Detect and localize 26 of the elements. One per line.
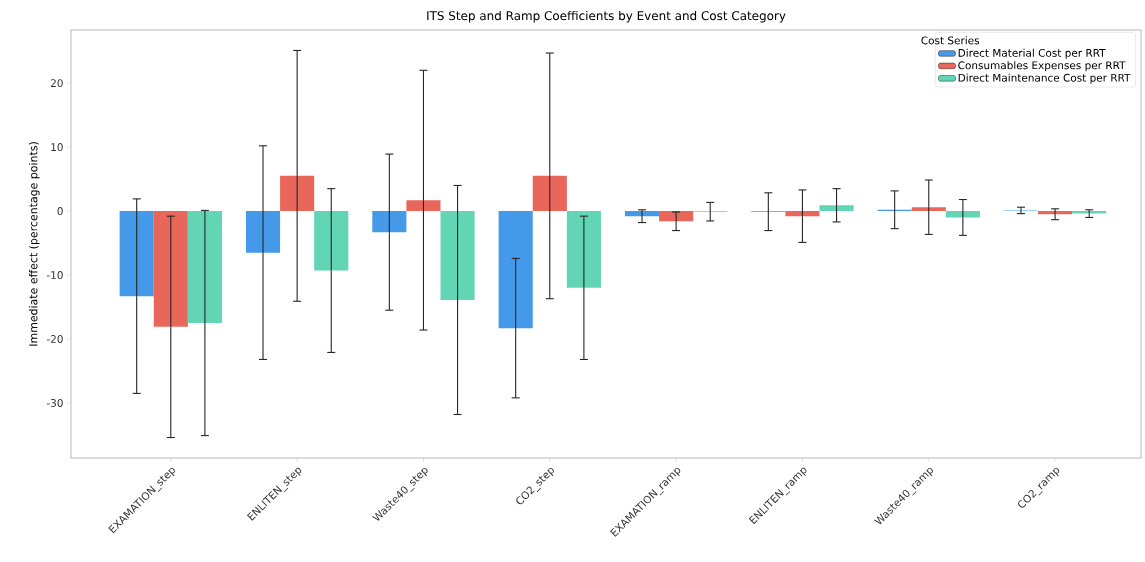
- y-tick-label: 10: [51, 143, 63, 152]
- bar: [406, 200, 441, 212]
- legend-label: Direct Maintenance Cost per RRT: [958, 73, 1131, 84]
- bar: [314, 211, 349, 271]
- chart-title: ITS Step and Ramp Coefficients by Event and Cost Category: [427, 10, 786, 23]
- bar: [785, 211, 820, 217]
- bar: [659, 211, 694, 222]
- bar: [911, 207, 946, 212]
- bar: [532, 175, 567, 212]
- y-tick-label: -10: [46, 271, 63, 279]
- y-axis-title: Immediate effect (percentage points): [28, 142, 40, 346]
- bar: [372, 211, 407, 233]
- bar: [280, 175, 315, 212]
- legend-label: Consumables Expenses per RRT: [958, 61, 1126, 72]
- bar: [819, 205, 854, 212]
- bar: [440, 211, 475, 300]
- y-tick-label: 0: [57, 207, 63, 215]
- bar: [1072, 211, 1107, 214]
- y-tick-label: 20: [50, 79, 63, 88]
- legend-label: Direct Material Cost per RRT: [958, 48, 1106, 59]
- bar: [119, 211, 154, 297]
- bar: [624, 211, 660, 217]
- bar: [245, 211, 281, 253]
- legend-title: Cost Series: [921, 36, 980, 45]
- y-tick-label: -30: [46, 399, 63, 407]
- y-tick-label: -20: [46, 335, 63, 343]
